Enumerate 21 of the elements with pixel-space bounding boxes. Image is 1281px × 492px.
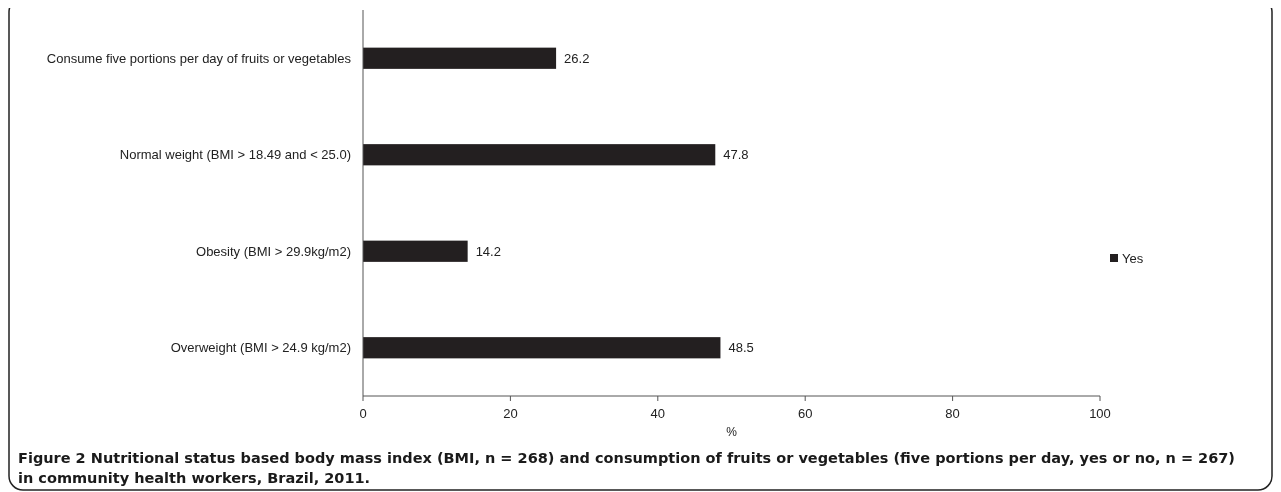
x-tick-label: 40: [650, 406, 666, 421]
legend-label: Yes: [1122, 250, 1144, 266]
data-label: 14.2: [475, 243, 501, 259]
y-tick-label: Normal weight (BMI > 18.49 and < 25.0): [119, 147, 351, 163]
x-axis-title: %: [726, 425, 738, 439]
y-tick-label: Overweight (BMI > 24.9 kg/m2): [170, 340, 351, 356]
x-tick-label: 100: [1089, 406, 1111, 421]
bar: [363, 144, 716, 166]
bar: [363, 47, 557, 69]
y-tick-label: Obesity (BMI > 29.9kg/m2): [196, 243, 351, 259]
x-tick-label: 80: [945, 406, 960, 421]
bar: [363, 337, 721, 359]
x-tick-label: 0: [359, 406, 367, 421]
caption: Figure 2 Nutritional status based body mass index (BMI, n = 268) and consumption of fruits or vegetables (five portions per day, yes or no, n = 267) in community health workers, Brazil, 2011.: [18, 450, 1236, 486]
y-tick-label: Consume five portions per day of fruits or vegetables: [46, 50, 352, 66]
x-tick-label: 20: [503, 406, 518, 421]
x-tick-label: 60: [797, 406, 813, 421]
data-label: 26.2: [564, 50, 590, 66]
bar: [363, 240, 468, 262]
data-label: 48.5: [728, 340, 754, 356]
data-label: 47.8: [723, 147, 749, 163]
